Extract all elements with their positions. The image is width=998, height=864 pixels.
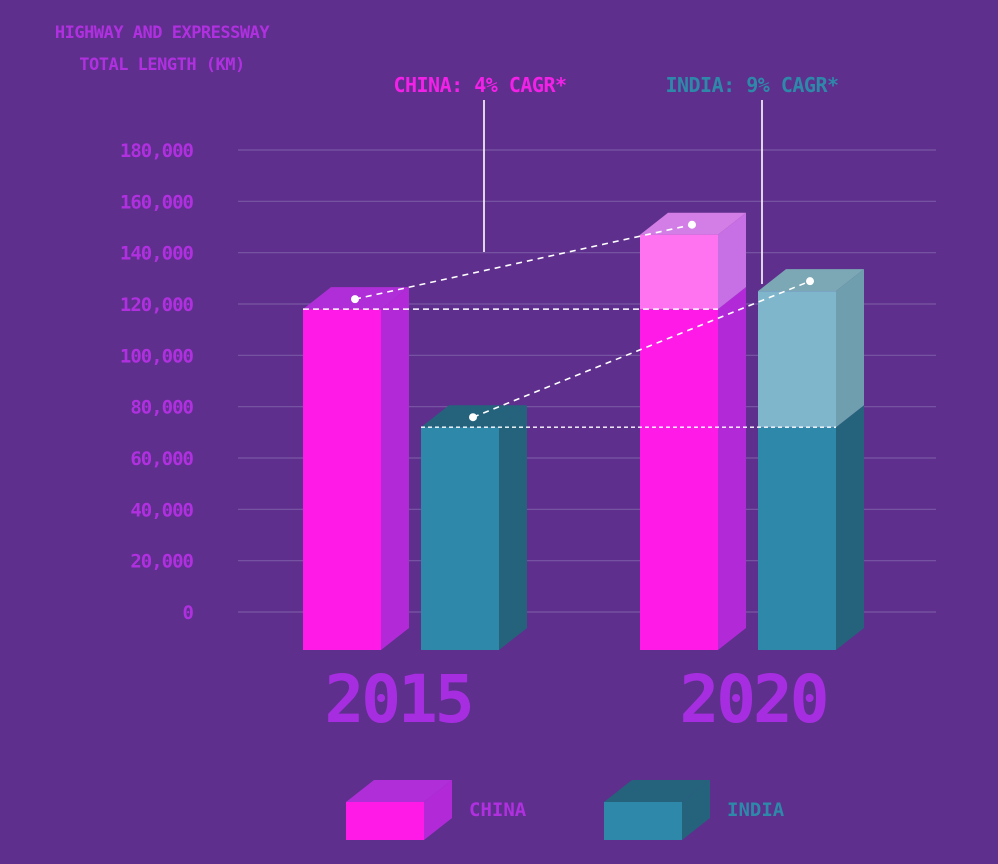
bar-growth-india-2020 — [758, 269, 864, 428]
y-tick-label: 20,000 — [130, 551, 193, 573]
legend-item-china: CHINA — [346, 780, 527, 840]
bar-india-2015-side — [499, 405, 527, 650]
category-labels: 2015 2020 — [325, 661, 830, 738]
y-tick-label: 160,000 — [120, 191, 194, 213]
bar-india-2015 — [421, 405, 527, 650]
y-axis-title-line-1: HIGHWAY AND EXPRESSWAY — [55, 23, 270, 43]
bar-china-2015 — [303, 287, 409, 650]
legend-swatch — [604, 802, 682, 840]
bar-growth-india-2020-side — [836, 269, 864, 428]
bar-growth-india-2020-front — [758, 291, 836, 428]
y-axis-title-line-2: TOTAL LENGTH (KM) — [79, 55, 245, 75]
trend-dot — [806, 277, 814, 286]
y-tick-label: 40,000 — [130, 499, 193, 521]
annotation-india: INDIA: 9% CAGR* — [665, 73, 838, 97]
legend-swatch-top — [346, 780, 452, 802]
legend-label: INDIA — [727, 799, 785, 821]
y-tick-label: 80,000 — [130, 397, 193, 419]
legend-swatch-side — [424, 780, 452, 840]
annotations: CHINA: 4% CAGR* INDIA: 9% CAGR* — [393, 73, 839, 284]
bar-growth-china-2020-side — [718, 212, 746, 310]
y-tick-label: 180,000 — [120, 140, 194, 162]
trend-lines — [303, 220, 836, 428]
bar-india-2015-front — [421, 427, 499, 650]
legend-swatch-side — [682, 780, 710, 840]
y-tick-label: 120,000 — [120, 294, 194, 316]
legend: CHINA INDIA — [346, 780, 785, 840]
y-tick-label: 0 — [183, 602, 194, 624]
legend-swatch-top — [604, 780, 710, 802]
y-tick-label: 100,000 — [120, 345, 194, 367]
legend-swatch — [346, 802, 424, 840]
legend-label: CHINA — [469, 799, 527, 821]
bar-growth-china-2020-front — [640, 234, 718, 310]
bar-china-2015-side — [381, 287, 409, 650]
y-axis-ticks: 0 20,000 40,000 60,000 80,000 100,000 120,000 1… — [120, 140, 195, 624]
category-label-2020: 2020 — [680, 661, 827, 738]
y-tick-label: 140,000 — [120, 243, 194, 265]
category-label-2015: 2015 — [325, 661, 472, 738]
bar-china-2020-side — [718, 287, 746, 650]
trend-dot — [688, 220, 696, 229]
bars — [303, 212, 864, 650]
trend-dot — [351, 295, 359, 304]
bar-india-2020 — [758, 405, 864, 650]
trend-line-india — [472, 280, 811, 418]
bar-china-2020 — [640, 287, 746, 650]
bar-china-2020-front — [640, 309, 718, 650]
bar-india-2020-front — [758, 427, 836, 650]
bar-india-2020-side — [836, 405, 864, 650]
y-tick-label: 60,000 — [130, 448, 193, 470]
bar-china-2015-front — [303, 309, 381, 650]
trend-dot — [469, 413, 477, 422]
legend-item-india: INDIA — [604, 780, 785, 840]
annotation-china: CHINA: 4% CAGR* — [393, 73, 566, 97]
trend-line-china — [354, 223, 693, 300]
